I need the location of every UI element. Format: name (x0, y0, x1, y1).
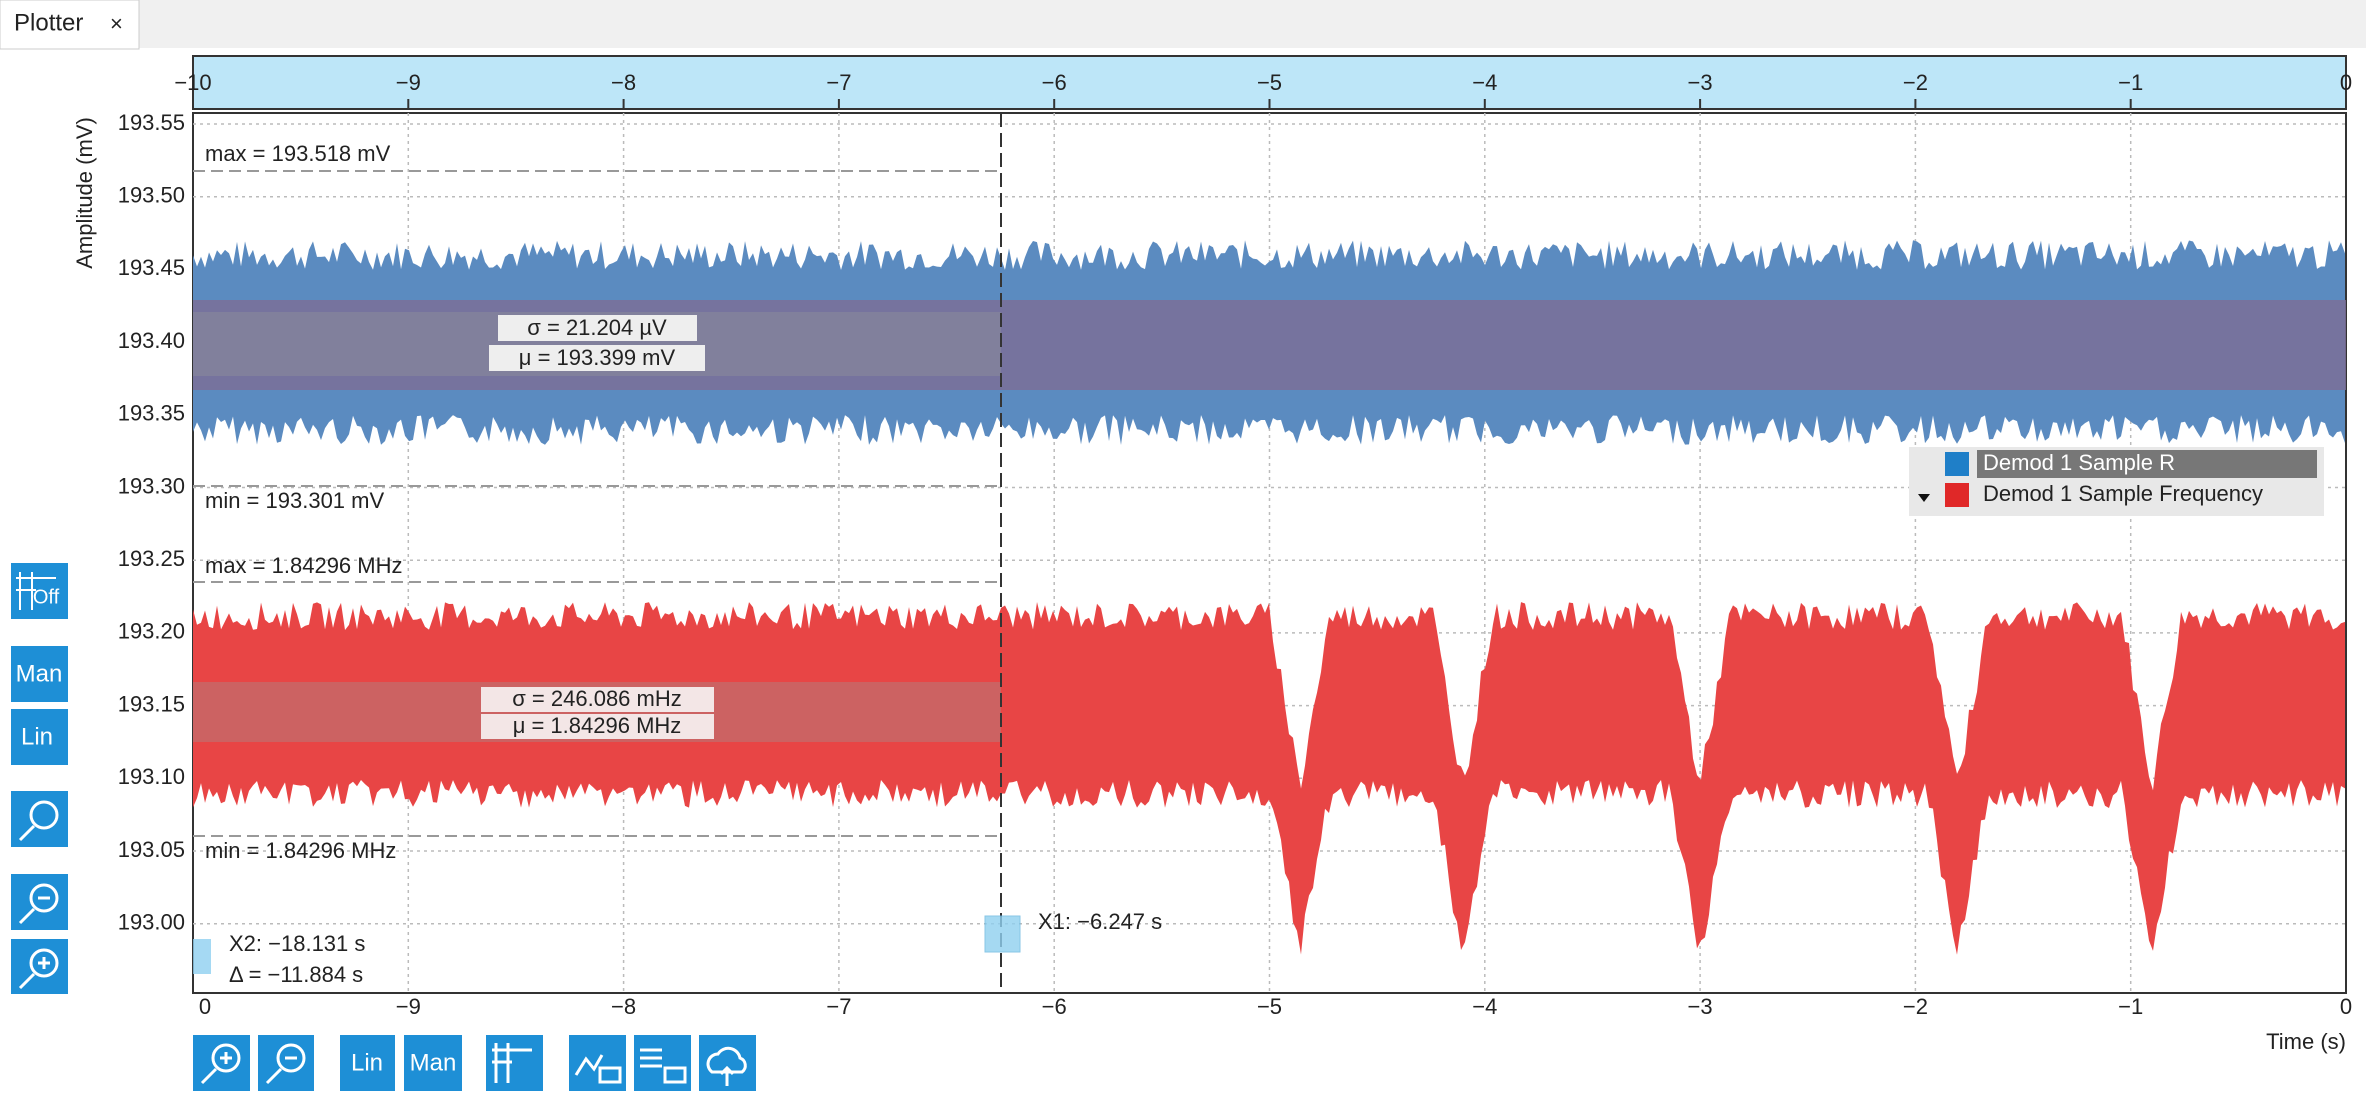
top-tick-label: −4 (1472, 70, 1497, 95)
button-label: Man (16, 660, 63, 687)
icon (16, 572, 56, 610)
tab[interactable] (0, 0, 140, 50)
y-tick-label: 193.25 (118, 546, 185, 571)
annotation: μ = 1.84296 MHz (513, 713, 682, 738)
range-button[interactable] (404, 1035, 462, 1091)
button-label: Lin (21, 723, 53, 750)
bottom-toolbar: Lin Man (193, 1035, 756, 1091)
top-tick-label: −7 (826, 70, 851, 95)
x-axis-label: Time (s) (2266, 1029, 2346, 1054)
cursor-label: X1: −6.247 s (1038, 909, 1162, 934)
top-tick-label: −3 (1688, 70, 1713, 95)
icons (200, 1043, 747, 1086)
y-tick-label: 193.45 (118, 255, 185, 280)
top-tick-label: −1 (2118, 70, 2143, 95)
top-tick-label: −6 (1042, 70, 1067, 95)
x-tick-label: −9 (396, 994, 421, 1019)
stat-box (481, 714, 714, 739)
x-tick-label: −4 (1472, 994, 1497, 1019)
annotation: min = 1.84296 MHz (205, 838, 396, 863)
x-tick-label: 0 (2340, 994, 2352, 1019)
tab-bar (0, 0, 2366, 48)
legend-highlight (1977, 450, 2317, 478)
annotation: max = 1.84296 MHz (205, 553, 402, 578)
trace-frequency (193, 602, 2345, 955)
annotation: σ = 246.086 mHz (512, 686, 682, 711)
y-tick-label: 193.05 (118, 837, 185, 862)
legend-arrow[interactable] (1918, 494, 1930, 502)
y-tick-label: 193.10 (118, 764, 185, 789)
top-tick-label: −9 (396, 70, 421, 95)
top-tick-label: −8 (611, 70, 636, 95)
cursor-handle[interactable] (193, 939, 211, 974)
x-tick-label: −8 (611, 994, 636, 1019)
stat-box (489, 345, 705, 371)
x-tick-label: −7 (826, 994, 851, 1019)
cursor-label: X2: −18.131 s (229, 931, 365, 956)
zoom-in-button[interactable] (11, 939, 68, 994)
button-label: Off (33, 586, 60, 608)
x-tick-label: −1 (2118, 994, 2143, 1019)
scale-button[interactable] (340, 1035, 395, 1091)
annotation: max = 193.518 mV (205, 141, 391, 166)
y-tick-label: 193.30 (118, 473, 185, 498)
y-tick-label: 193.35 (118, 401, 185, 426)
tab-close[interactable]: × (110, 11, 123, 36)
scale-button[interactable] (11, 709, 68, 765)
stat-box (481, 687, 714, 712)
y-tick-label: 193.20 (118, 619, 185, 644)
range-button[interactable] (11, 646, 68, 702)
legend-entry[interactable]: Demod 1 Sample R (1983, 450, 2175, 475)
legend-swatch (1945, 483, 1969, 507)
x-tick-label: −5 (1257, 994, 1282, 1019)
y-tick-label: 193.00 (118, 910, 185, 935)
legend-swatch (1945, 452, 1969, 476)
top-tick-label: −2 (1903, 70, 1928, 95)
annotation: min = 193.301 mV (205, 488, 384, 513)
x-tick-label: −3 (1688, 994, 1713, 1019)
top-tick-label: −10 (174, 70, 211, 95)
icons (18, 800, 59, 990)
x-tick-label: −6 (1042, 994, 1067, 1019)
x-tick-label: 0 (199, 994, 211, 1019)
y-axis-label: Amplitude (mV) (72, 117, 97, 269)
top-tick-label: −5 (1257, 70, 1282, 95)
top-tick-label: 0 (2340, 70, 2352, 95)
annotation: σ = 21.204 µV (527, 315, 667, 340)
zoom-in-button[interactable] (193, 1035, 250, 1091)
plot-area (192, 112, 2347, 994)
y-tick-label: 193.40 (118, 328, 185, 353)
y-tick-label: 193.50 (118, 183, 185, 208)
button-label: Man (410, 1049, 457, 1076)
tab-title: Plotter (14, 9, 83, 36)
cursor-handle[interactable] (984, 915, 1021, 953)
stat-box (498, 315, 697, 341)
annotation: μ = 193.399 mV (519, 345, 676, 370)
x-tick-label: −2 (1903, 994, 1928, 1019)
cursor-label: Δ = −11.884 s (229, 962, 363, 987)
zoom-out-button[interactable] (258, 1035, 314, 1091)
legend-entry[interactable]: Demod 1 Sample Frequency (1983, 481, 2263, 506)
button-label: Lin (351, 1049, 383, 1076)
y-tick-label: 193.15 (118, 691, 185, 716)
y-tick-label: 193.55 (118, 110, 185, 135)
